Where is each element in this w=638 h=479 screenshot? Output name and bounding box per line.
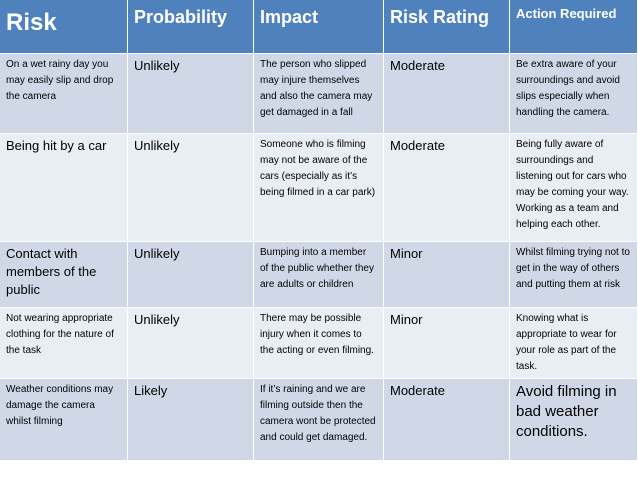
risk-rating-cell: Minor [384, 242, 510, 308]
header-probability: Probability [128, 0, 254, 54]
header-impact: Impact [254, 0, 384, 54]
impact-cell: Bumping into a member of the public whet… [254, 242, 384, 308]
probability-cell: Unlikely [128, 54, 254, 134]
action-cell: Being fully aware of surroundings and li… [510, 134, 638, 242]
risk-cell: Being hit by a car [0, 134, 128, 242]
risk-cell: On a wet rainy day you may easily slip a… [0, 54, 128, 134]
table-row: Being hit by a car Unlikely Someone who … [0, 134, 638, 242]
action-cell: Knowing what is appropriate to wear for … [510, 308, 638, 379]
risk-rating-cell: Moderate [384, 134, 510, 242]
table-row: On a wet rainy day you may easily slip a… [0, 54, 638, 134]
table-row: Weather conditions may damage the camera… [0, 379, 638, 461]
impact-cell: If it’s raining and we are filming outsi… [254, 379, 384, 461]
header-risk: Risk [0, 0, 128, 54]
risk-rating-cell: Moderate [384, 54, 510, 134]
probability-cell: Unlikely [128, 134, 254, 242]
risk-cell: Not wearing appropriate clothing for the… [0, 308, 128, 379]
risk-cell: Weather conditions may damage the camera… [0, 379, 128, 461]
action-cell: Whilst filming trying not to get in the … [510, 242, 638, 308]
risk-cell: Contact with members of the public [0, 242, 128, 308]
table-row: Not wearing appropriate clothing for the… [0, 308, 638, 379]
header-action-required: Action Required [510, 0, 638, 54]
risk-rating-cell: Moderate [384, 379, 510, 461]
probability-cell: Unlikely [128, 242, 254, 308]
risk-rating-cell: Minor [384, 308, 510, 379]
probability-cell: Likely [128, 379, 254, 461]
table-row: Contact with members of the public Unlik… [0, 242, 638, 308]
impact-cell: There may be possible injury when it com… [254, 308, 384, 379]
header-row: Risk Probability Impact Risk Rating Acti… [0, 0, 638, 54]
impact-cell: Someone who is filming may not be aware … [254, 134, 384, 242]
probability-cell: Unlikely [128, 308, 254, 379]
risk-assessment-table: Risk Probability Impact Risk Rating Acti… [0, 0, 638, 461]
action-cell: Avoid filming in bad weather conditions. [510, 379, 638, 461]
impact-cell: The person who slipped may injure themse… [254, 54, 384, 134]
header-risk-rating: Risk Rating [384, 0, 510, 54]
action-cell: Be extra aware of your surroundings and … [510, 54, 638, 134]
